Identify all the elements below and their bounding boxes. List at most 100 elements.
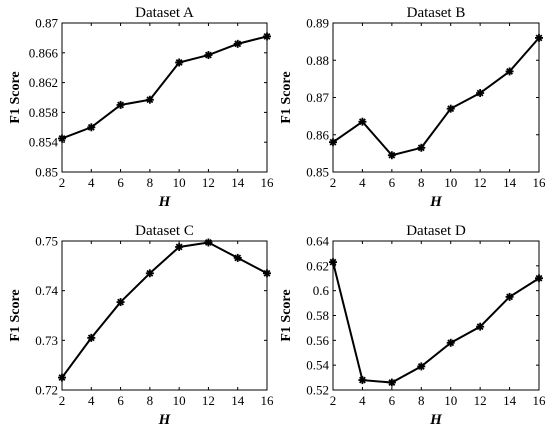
data-point: [145, 269, 154, 278]
x-tick-label: 14: [231, 175, 245, 190]
y-tick-label: 0.85: [35, 165, 58, 180]
data-point: [263, 32, 271, 41]
x-tick-label: 10: [173, 393, 186, 408]
data-point: [387, 151, 396, 160]
x-tick-label: 6: [117, 175, 124, 190]
y-tick-label: 0.54: [306, 358, 329, 373]
y-tick-label: 0.56: [306, 333, 329, 348]
x-tick-label: 10: [444, 175, 457, 190]
y-tick-label: 0.87: [306, 90, 329, 105]
chart-panel-2: 2 4 6 8 10 12 14 16 0.85 0.86 0.87 0.88 0.89 Dataset …: [279, 5, 546, 210]
x-axis-label: H: [429, 412, 443, 428]
y-tick-label: 0.74: [35, 283, 58, 298]
y-axis-label: F1 Score: [8, 289, 23, 341]
x-tick-label: 6: [117, 393, 124, 408]
x-tick-label: 12: [474, 175, 487, 190]
x-tick-label: 4: [88, 175, 95, 190]
data-point: [263, 269, 271, 278]
x-tick-label: 14: [231, 393, 245, 408]
data-point: [535, 274, 543, 283]
y-tick-label: 0.88: [306, 53, 329, 68]
data-point: [358, 376, 367, 385]
x-tick-label: 2: [59, 175, 66, 190]
plot-frame: [332, 22, 540, 173]
x-tick-label: 6: [389, 175, 396, 190]
x-tick-label: 2: [330, 175, 337, 190]
y-tick-label: 0.73: [35, 333, 58, 348]
y-tick-label: 0.854: [29, 135, 59, 150]
series-line: [61, 35, 268, 140]
x-axis-label: H: [158, 194, 172, 210]
plot-frame: [332, 240, 540, 391]
chart-panel-4: 2 4 6 8 10 12 14 16 0.52 0.54 0.56 0.58 0.6 0.62 0.64 D…: [279, 223, 546, 428]
chart-title: Dataset B: [407, 5, 466, 21]
data-point: [446, 338, 455, 347]
x-tick-label: 4: [359, 393, 366, 408]
x-axis-label: H: [158, 412, 172, 428]
x-tick-label: 12: [202, 393, 215, 408]
x-axis-label: H: [429, 194, 443, 210]
data-point: [175, 242, 184, 251]
chart-title: Dataset A: [135, 5, 194, 21]
series-line: [332, 261, 540, 384]
x-tick-label: 16: [533, 175, 547, 190]
y-axis-label: F1 Score: [279, 71, 294, 123]
x-tick-label: 10: [173, 175, 186, 190]
data-point: [417, 362, 426, 371]
chart-title: Dataset D: [406, 223, 466, 239]
x-tick-label: 12: [202, 175, 215, 190]
data-point: [358, 117, 367, 126]
y-tick-label: 0.87: [35, 16, 58, 31]
data-point: [87, 123, 96, 132]
data-point: [505, 67, 514, 76]
y-tick-label: 0.52: [306, 383, 329, 398]
series-line: [332, 37, 540, 157]
x-tick-label: 16: [261, 175, 275, 190]
x-tick-label: 2: [330, 393, 337, 408]
data-point: [233, 253, 242, 262]
y-tick-label: 0.85: [306, 165, 329, 180]
y-tick-label: 0.89: [306, 16, 329, 31]
data-point: [329, 258, 337, 267]
y-tick-label: 0.62: [306, 258, 329, 273]
x-tick-label: 8: [147, 175, 154, 190]
y-tick-label: 0.64: [306, 234, 329, 249]
data-point: [58, 134, 66, 143]
data-point: [233, 39, 242, 48]
x-tick-label: 6: [389, 393, 396, 408]
y-axis-label: F1 Score: [8, 71, 23, 123]
data-point: [387, 378, 396, 387]
data-point: [58, 373, 66, 382]
data-point: [87, 333, 96, 342]
y-tick-label: 0.86: [306, 127, 329, 142]
data-point: [175, 58, 184, 67]
chart-panel-1: 2 4 6 8 10 12 14 16 0.85 0.854 0.858 0.862 0.866 0.87…: [8, 5, 274, 210]
data-point: [204, 238, 213, 247]
data-point: [329, 138, 337, 147]
data-point: [116, 100, 125, 109]
y-tick-label: 0.858: [29, 105, 58, 120]
data-point: [476, 322, 485, 331]
x-tick-label: 2: [59, 393, 66, 408]
x-tick-label: 16: [533, 393, 547, 408]
x-tick-label: 14: [503, 175, 517, 190]
data-point: [505, 292, 514, 301]
y-tick-label: 0.862: [29, 75, 58, 90]
plot-frame: [61, 22, 268, 173]
y-tick-label: 0.6: [313, 283, 330, 298]
y-tick-label: 0.72: [35, 383, 58, 398]
x-tick-label: 16: [261, 393, 275, 408]
data-point: [204, 51, 213, 60]
y-tick-label: 0.866: [29, 45, 59, 60]
plot-frame: [61, 240, 268, 391]
y-axis-label: F1 Score: [279, 289, 294, 341]
y-tick-label: 0.75: [35, 234, 58, 249]
data-point: [116, 298, 125, 307]
series-line: [61, 241, 268, 379]
chart-panel-3: 2 4 6 8 10 12 14 16 0.72 0.73 0.74 0.75 Dataset C H F1…: [8, 223, 274, 428]
data-point: [446, 104, 455, 113]
data-point: [476, 89, 485, 98]
data-point: [145, 95, 154, 104]
y-tick-label: 0.58: [306, 308, 329, 323]
